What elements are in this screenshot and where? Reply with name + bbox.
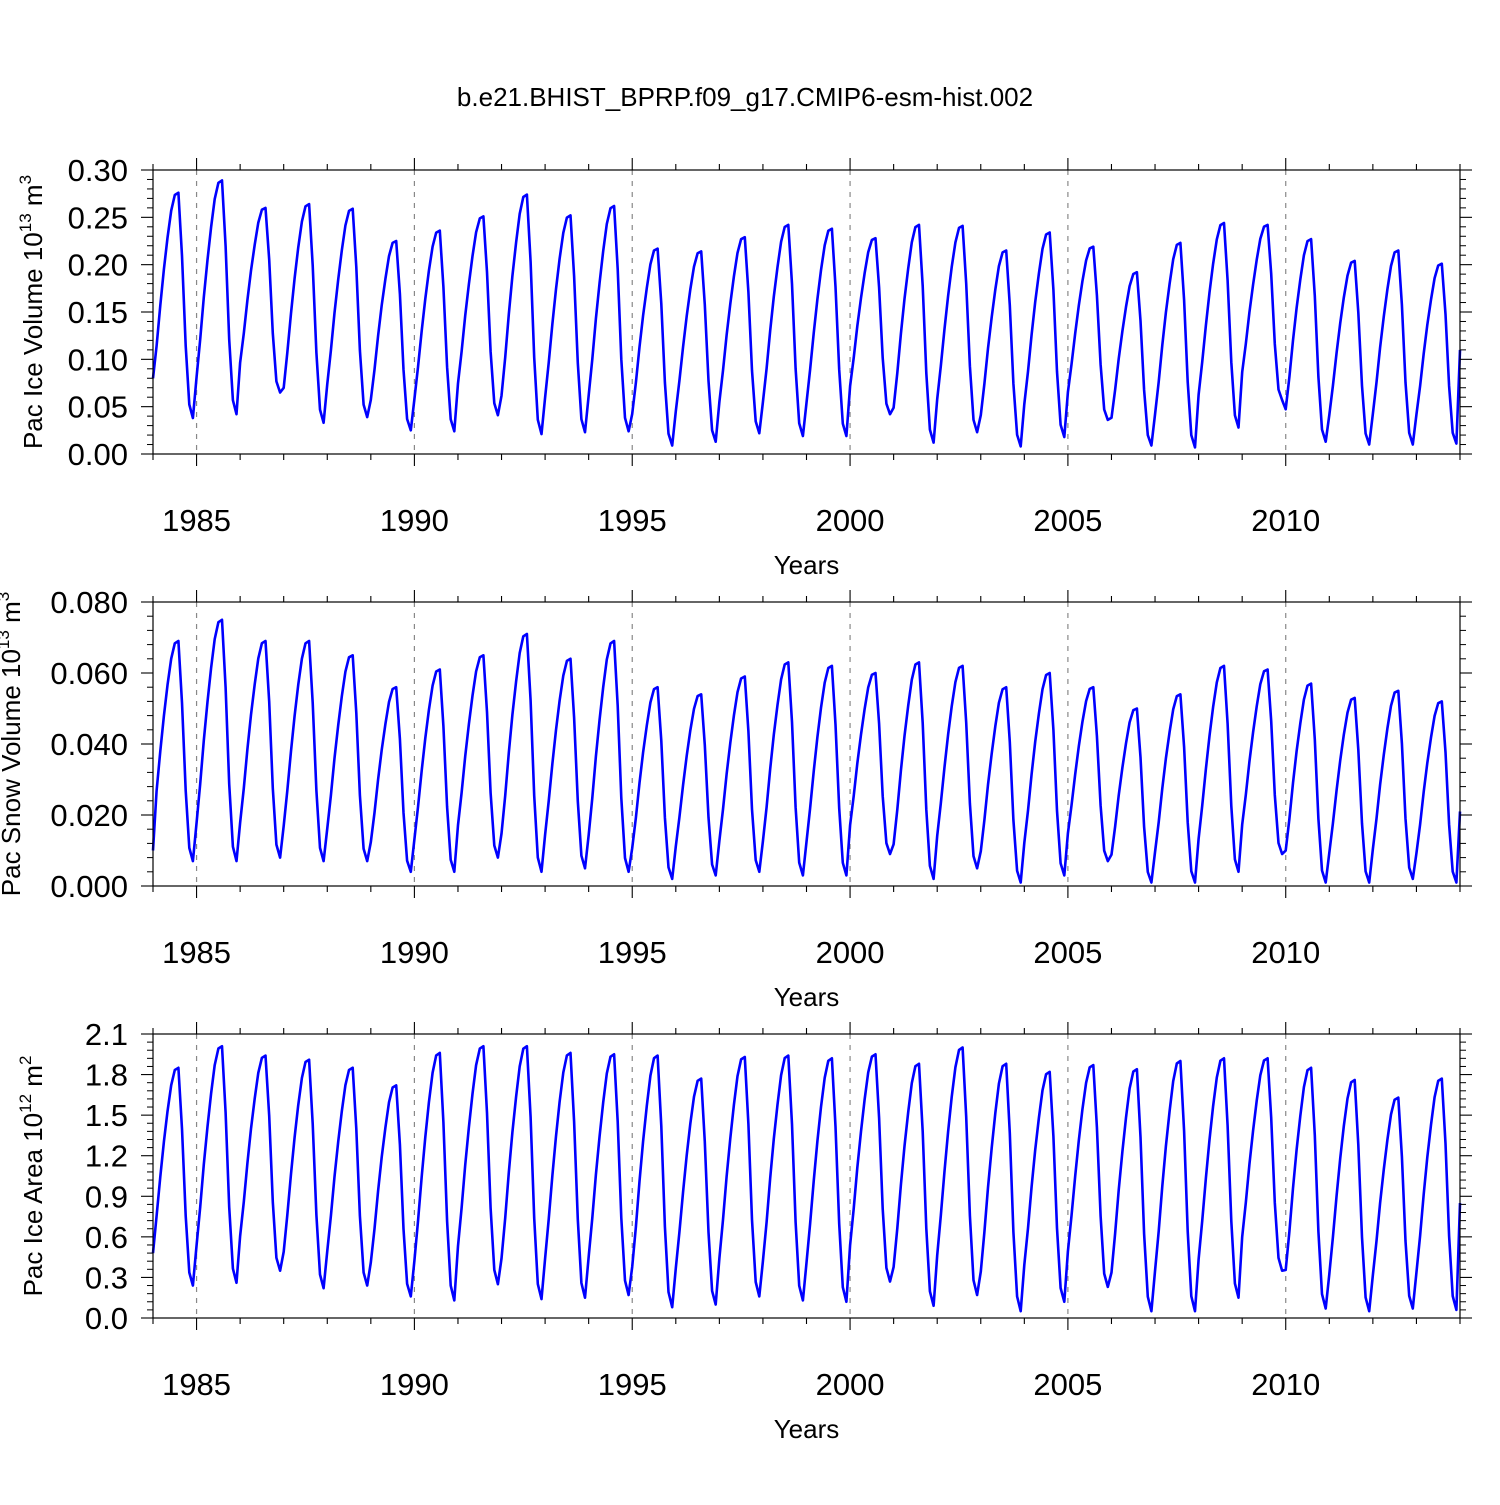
x-tick-label: 1990 bbox=[380, 503, 449, 538]
x-tick-label: 2005 bbox=[1033, 1367, 1102, 1402]
figure-title: b.e21.BHIST_BPRP.f09_g17.CMIP6-esm-hist.… bbox=[457, 82, 1033, 112]
x-tick-label: 1990 bbox=[380, 935, 449, 970]
y-tick-label: 0.6 bbox=[85, 1220, 128, 1255]
y-tick-label: 0.10 bbox=[68, 342, 128, 377]
series-line bbox=[151, 1044, 1462, 1313]
x-tick-label: 2010 bbox=[1251, 1367, 1320, 1402]
x-tick-label: 2010 bbox=[1251, 503, 1320, 538]
y-axis-label-unit-exponent: 3 bbox=[16, 175, 35, 184]
x-axis-label: Years bbox=[774, 1414, 840, 1444]
y-axis-label-unit-exponent: 2 bbox=[16, 1056, 35, 1065]
y-tick-label: 0.00 bbox=[68, 437, 128, 472]
x-tick-label: 2005 bbox=[1033, 503, 1102, 538]
y-axis-label-unit: m bbox=[18, 1065, 48, 1094]
y-tick-label: 0.3 bbox=[85, 1260, 128, 1295]
y-tick-label: 0.040 bbox=[50, 727, 128, 762]
x-tick-label: 1995 bbox=[598, 1367, 667, 1402]
y-axis-label-text: Pac Ice Volume 10 bbox=[18, 232, 48, 449]
y-tick-label: 0.9 bbox=[85, 1179, 128, 1214]
x-tick-label: 1985 bbox=[162, 503, 231, 538]
y-tick-label: 0.060 bbox=[50, 656, 128, 691]
y-axis-label-text: Pac Snow Volume 10 bbox=[0, 649, 26, 896]
y-tick-label: 0.15 bbox=[68, 295, 128, 330]
x-tick-label: 1995 bbox=[598, 503, 667, 538]
y-tick-label: 0.020 bbox=[50, 798, 128, 833]
x-tick-label: 2000 bbox=[816, 935, 885, 970]
y-tick-label: 2.1 bbox=[85, 1017, 128, 1052]
y-axis-label: Pac Ice Area 1012 m2 bbox=[16, 1056, 48, 1297]
y-tick-label: 0.080 bbox=[50, 585, 128, 620]
x-tick-label: 2000 bbox=[816, 1367, 885, 1402]
x-tick-label: 1985 bbox=[162, 935, 231, 970]
x-tick-label: 2000 bbox=[816, 503, 885, 538]
y-tick-label: 1.2 bbox=[85, 1139, 128, 1174]
y-tick-label: 0.30 bbox=[68, 153, 128, 188]
chart-panel-1: 1985 1990 1995 2000 2005 2010 0.00 0.05 0.10 0.15… bbox=[16, 153, 1472, 580]
series-line bbox=[151, 618, 1462, 884]
y-axis-label-exponent: 12 bbox=[16, 1094, 35, 1113]
y-axis-label-exponent: 13 bbox=[16, 213, 35, 232]
y-tick-label: 1.5 bbox=[85, 1098, 128, 1133]
chart-panel-2: 1985 1990 1995 2000 2005 2010 0.000 0.020 0.040 0… bbox=[0, 585, 1472, 1012]
x-axis-label: Years bbox=[774, 982, 840, 1012]
y-axis-label-unit-exponent: 3 bbox=[0, 592, 13, 601]
series-line bbox=[151, 179, 1462, 449]
x-tick-label: 2005 bbox=[1033, 935, 1102, 970]
y-tick-label: 0.05 bbox=[68, 390, 128, 425]
y-tick-label: 0.000 bbox=[50, 869, 128, 904]
chart-panel-3: 1985 1990 1995 2000 2005 2010 0.0 0.3 0.6 0.9 1.2 1… bbox=[16, 1017, 1472, 1444]
y-axis-label-exponent: 13 bbox=[0, 630, 13, 649]
y-tick-label: 1.8 bbox=[85, 1058, 128, 1093]
x-tick-label: 1985 bbox=[162, 1367, 231, 1402]
x-axis-label: Years bbox=[774, 550, 840, 580]
panels: 1985 1990 1995 2000 2005 2010 0.00 0.05 0.10 0.15… bbox=[0, 153, 1472, 1444]
y-tick-label: 0.20 bbox=[68, 248, 128, 283]
x-tick-label: 2010 bbox=[1251, 935, 1320, 970]
x-tick-label: 1990 bbox=[380, 1367, 449, 1402]
y-axis-label: Pac Ice Volume 1013 m3 bbox=[16, 175, 48, 449]
y-tick-label: 0.0 bbox=[85, 1301, 128, 1336]
x-tick-label: 1995 bbox=[598, 935, 667, 970]
y-axis-label-unit: m bbox=[18, 184, 48, 213]
y-axis-label-text: Pac Ice Area 10 bbox=[18, 1113, 48, 1297]
y-axis-label: Pac Snow Volume 1013 m3 bbox=[0, 592, 26, 896]
y-tick-label: 0.25 bbox=[68, 200, 128, 235]
y-axis-label-unit: m bbox=[0, 601, 26, 630]
